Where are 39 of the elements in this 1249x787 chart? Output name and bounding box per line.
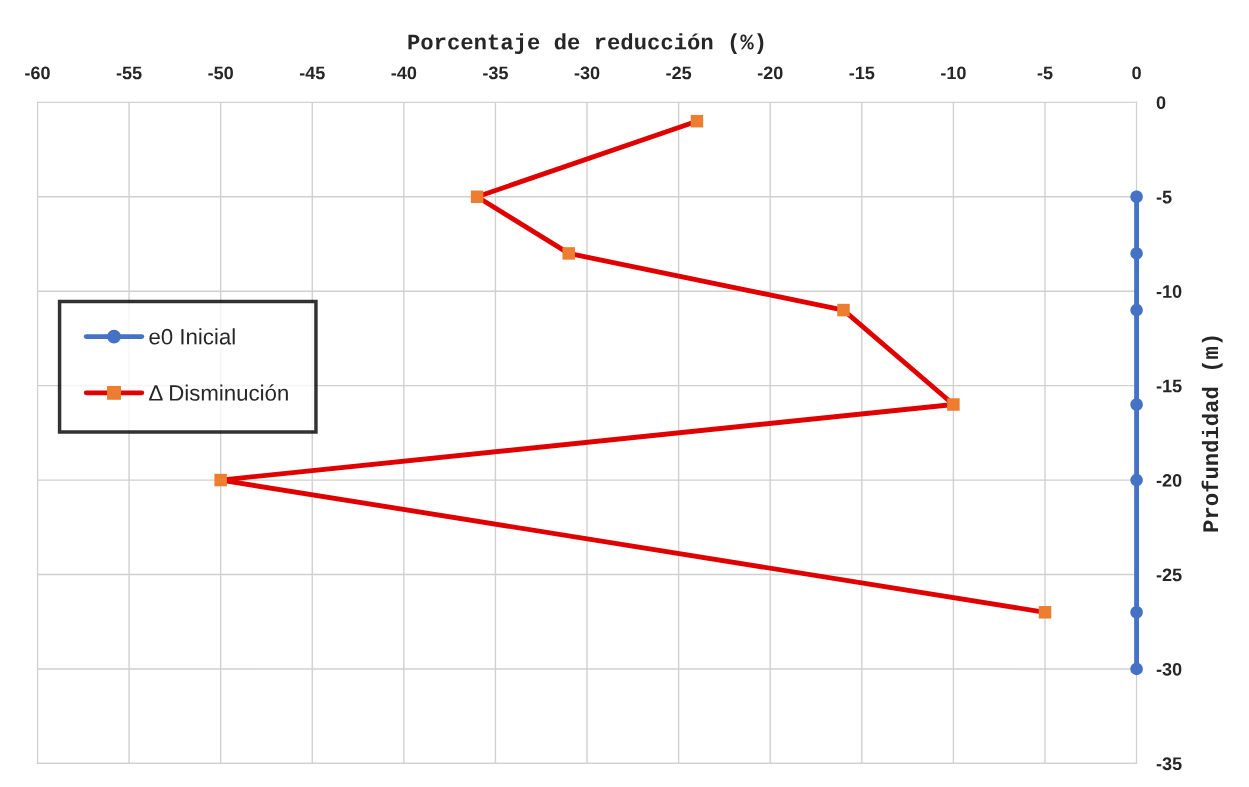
x-tick-label: -45 xyxy=(299,66,325,80)
y-tick-label: -35 xyxy=(1156,757,1182,771)
x-tick-label: -50 xyxy=(208,66,233,80)
legend-label: e0 Inicial xyxy=(149,328,235,345)
x-tick-label: -10 xyxy=(941,66,966,80)
x-tick-label: 0 xyxy=(1132,66,1141,80)
y-axis-title: Profundidad (m) xyxy=(1201,336,1223,532)
y-tick-label: -20 xyxy=(1156,474,1182,487)
y-tick-label: -15 xyxy=(1156,379,1182,393)
y-tick-label: -25 xyxy=(1156,568,1182,582)
x-tick-label: -25 xyxy=(666,66,692,80)
point xyxy=(1130,398,1143,411)
point xyxy=(1130,247,1143,260)
point xyxy=(562,247,575,260)
x-axis-title: Porcentaje de reducción (%) xyxy=(408,33,764,54)
x-tick-label: -60 xyxy=(25,66,50,80)
y-tick-label: -30 xyxy=(1156,662,1182,676)
x-tick-label: -35 xyxy=(483,66,508,80)
point xyxy=(1038,606,1052,619)
point xyxy=(1130,662,1143,676)
legend-label: Δ Disminución xyxy=(149,384,288,401)
point xyxy=(470,190,484,203)
point xyxy=(1130,303,1143,317)
x-tick-label: -55 xyxy=(116,66,142,80)
y-tick-label: 0 xyxy=(1156,96,1166,110)
x-tick-label: -20 xyxy=(757,66,783,80)
y-tick-label: -10 xyxy=(1156,285,1182,298)
x-tick-label: -30 xyxy=(574,66,600,80)
y-tick-label: -5 xyxy=(1156,190,1172,204)
point xyxy=(1130,473,1143,487)
x-tick-label: -5 xyxy=(1037,66,1053,80)
point xyxy=(690,114,704,128)
point xyxy=(947,398,960,411)
point xyxy=(1130,606,1143,619)
point xyxy=(837,303,850,317)
x-tick-label: -15 xyxy=(849,66,875,80)
point xyxy=(214,473,227,487)
point xyxy=(1130,190,1143,203)
x-tick-label: -40 xyxy=(391,66,417,80)
